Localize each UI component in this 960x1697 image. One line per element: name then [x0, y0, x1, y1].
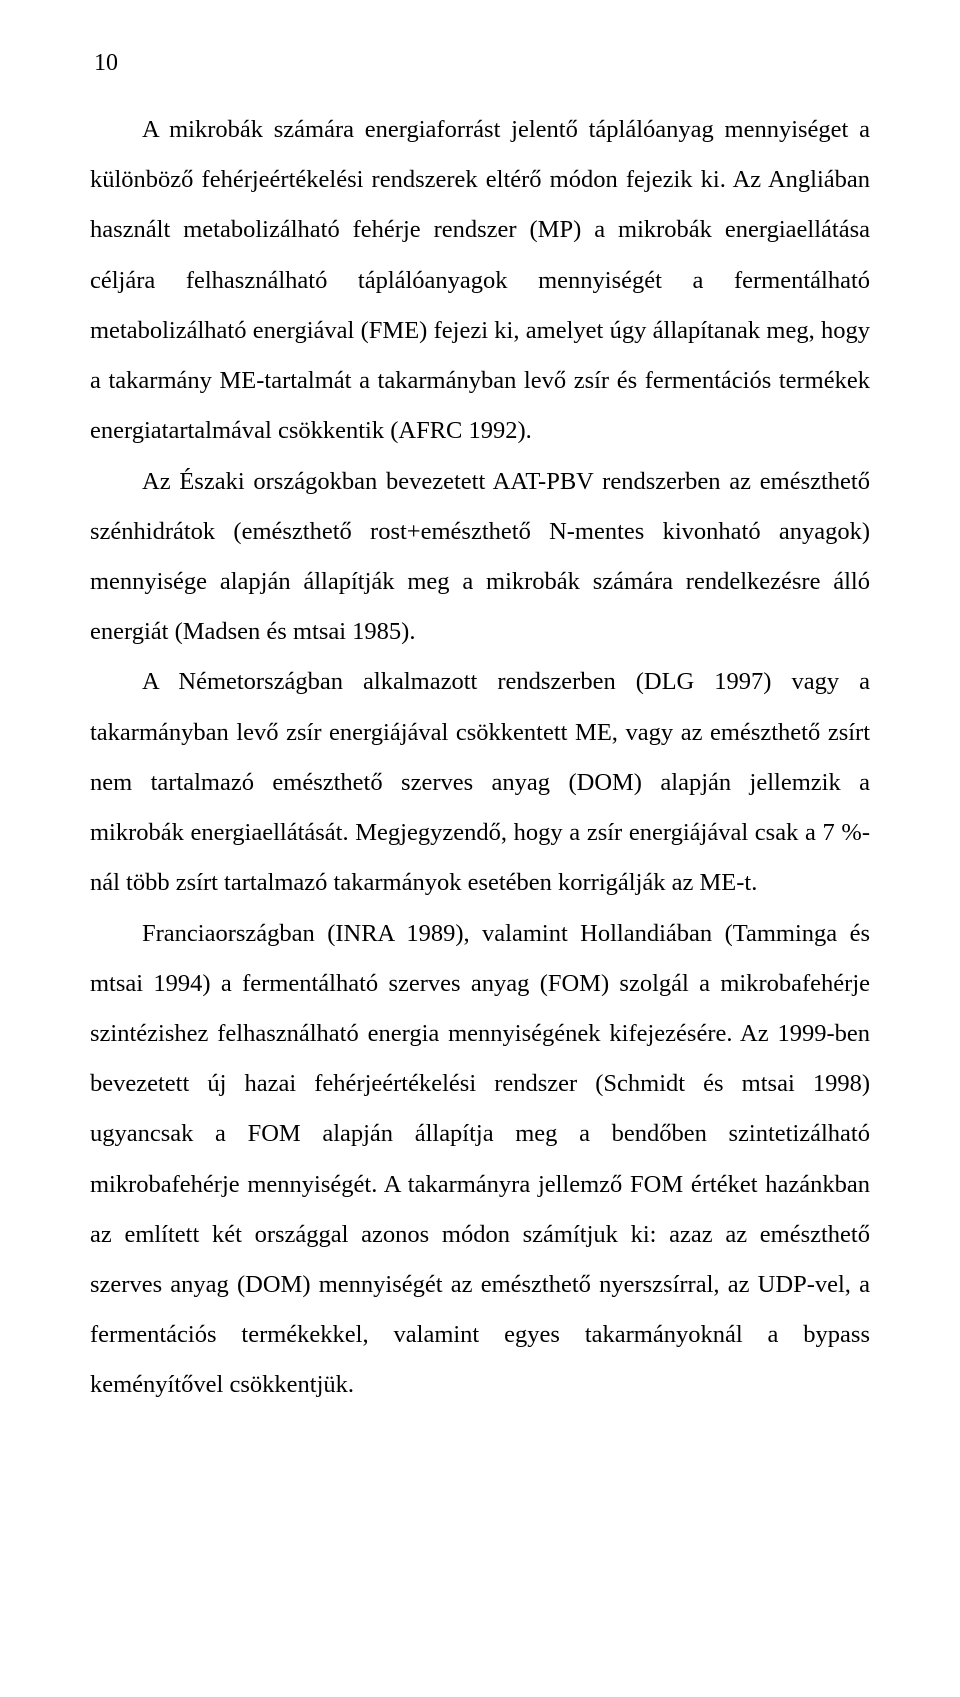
- paragraph-2: Az Északi országokban bevezetett AAT-PBV…: [90, 457, 870, 658]
- paragraph-4: Franciaországban (INRA 1989), valamint H…: [90, 909, 870, 1411]
- document-page: 10 A mikrobák számára energiaforrást jel…: [0, 0, 960, 1697]
- paragraph-3: A Németországban alkalmazott rendszerben…: [90, 657, 870, 908]
- page-number: 10: [94, 50, 870, 77]
- paragraph-1: A mikrobák számára energiaforrást jelent…: [90, 105, 870, 457]
